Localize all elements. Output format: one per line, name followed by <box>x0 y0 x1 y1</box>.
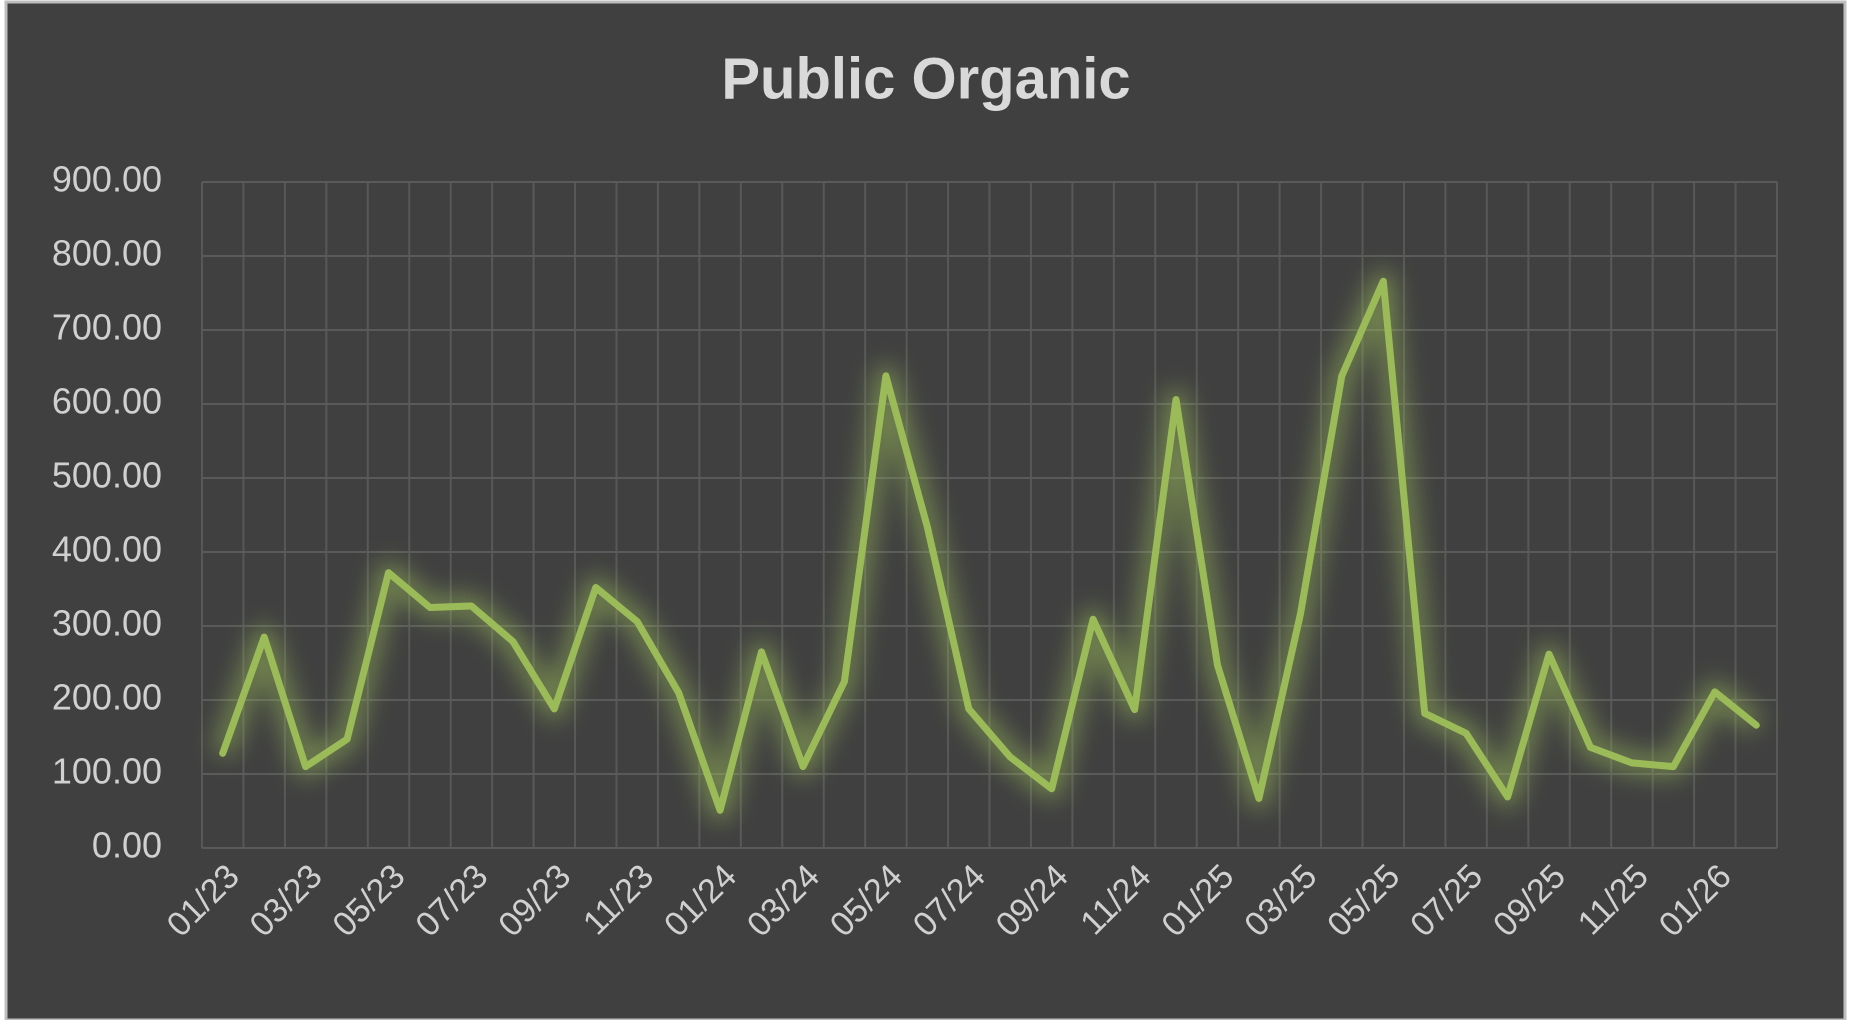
y-tick-label: 100.00 <box>52 751 162 792</box>
y-tick-label: 400.00 <box>52 529 162 570</box>
chart-title: Public Organic <box>721 46 1130 111</box>
y-tick-label: 300.00 <box>52 603 162 644</box>
y-tick-label: 0.00 <box>92 825 162 866</box>
y-tick-label: 800.00 <box>52 233 162 274</box>
y-tick-label: 700.00 <box>52 307 162 348</box>
line <box>219 277 1760 814</box>
y-tick-label: 900.00 <box>52 159 162 200</box>
y-tick-label: 200.00 <box>52 677 162 718</box>
y-tick-label: 600.00 <box>52 381 162 422</box>
y-tick-label: 500.00 <box>52 455 162 496</box>
